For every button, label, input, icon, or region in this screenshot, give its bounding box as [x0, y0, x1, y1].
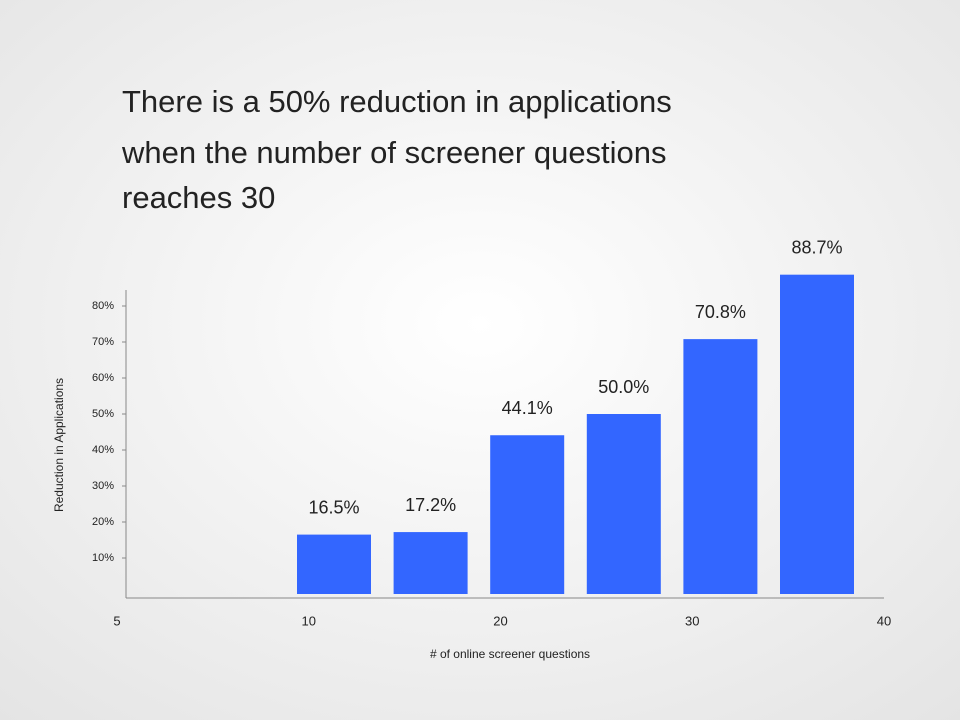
y-axis-label: Reduction in Applications [52, 378, 66, 512]
y-tick-label: 50% [92, 408, 114, 420]
y-tick-label: 70% [92, 336, 114, 348]
chart-title: reaches 30 [122, 180, 275, 215]
x-tick-label: 5 [113, 613, 120, 628]
bar [490, 435, 565, 594]
x-tick-label: 30 [685, 613, 699, 628]
y-tick-label: 10% [92, 552, 114, 564]
bar [683, 339, 758, 594]
x-tick-label: 40 [877, 613, 891, 628]
y-tick-label: 20% [92, 516, 114, 528]
x-axis-label: # of online screener questions [430, 647, 590, 661]
value-label: 16.5% [308, 497, 359, 517]
bar [393, 532, 468, 594]
bar [780, 274, 854, 594]
bar [586, 414, 661, 594]
x-tick-label: 20 [493, 613, 507, 628]
chart-title: when the number of screener questions [121, 135, 667, 170]
value-label: 44.1% [502, 398, 553, 418]
y-tick-label: 80% [92, 300, 114, 312]
y-tick-label: 60% [92, 372, 114, 384]
value-label: 50.0% [598, 377, 649, 397]
value-label: 70.8% [695, 302, 746, 322]
x-tick-label: 10 [302, 613, 316, 628]
value-label: 17.2% [405, 495, 456, 515]
bar [297, 534, 371, 594]
y-tick-label: 40% [92, 444, 114, 456]
value-label: 88.7% [791, 237, 842, 257]
y-tick-label: 30% [92, 480, 114, 492]
chart-title: There is a 50% reduction in applications [122, 84, 672, 119]
